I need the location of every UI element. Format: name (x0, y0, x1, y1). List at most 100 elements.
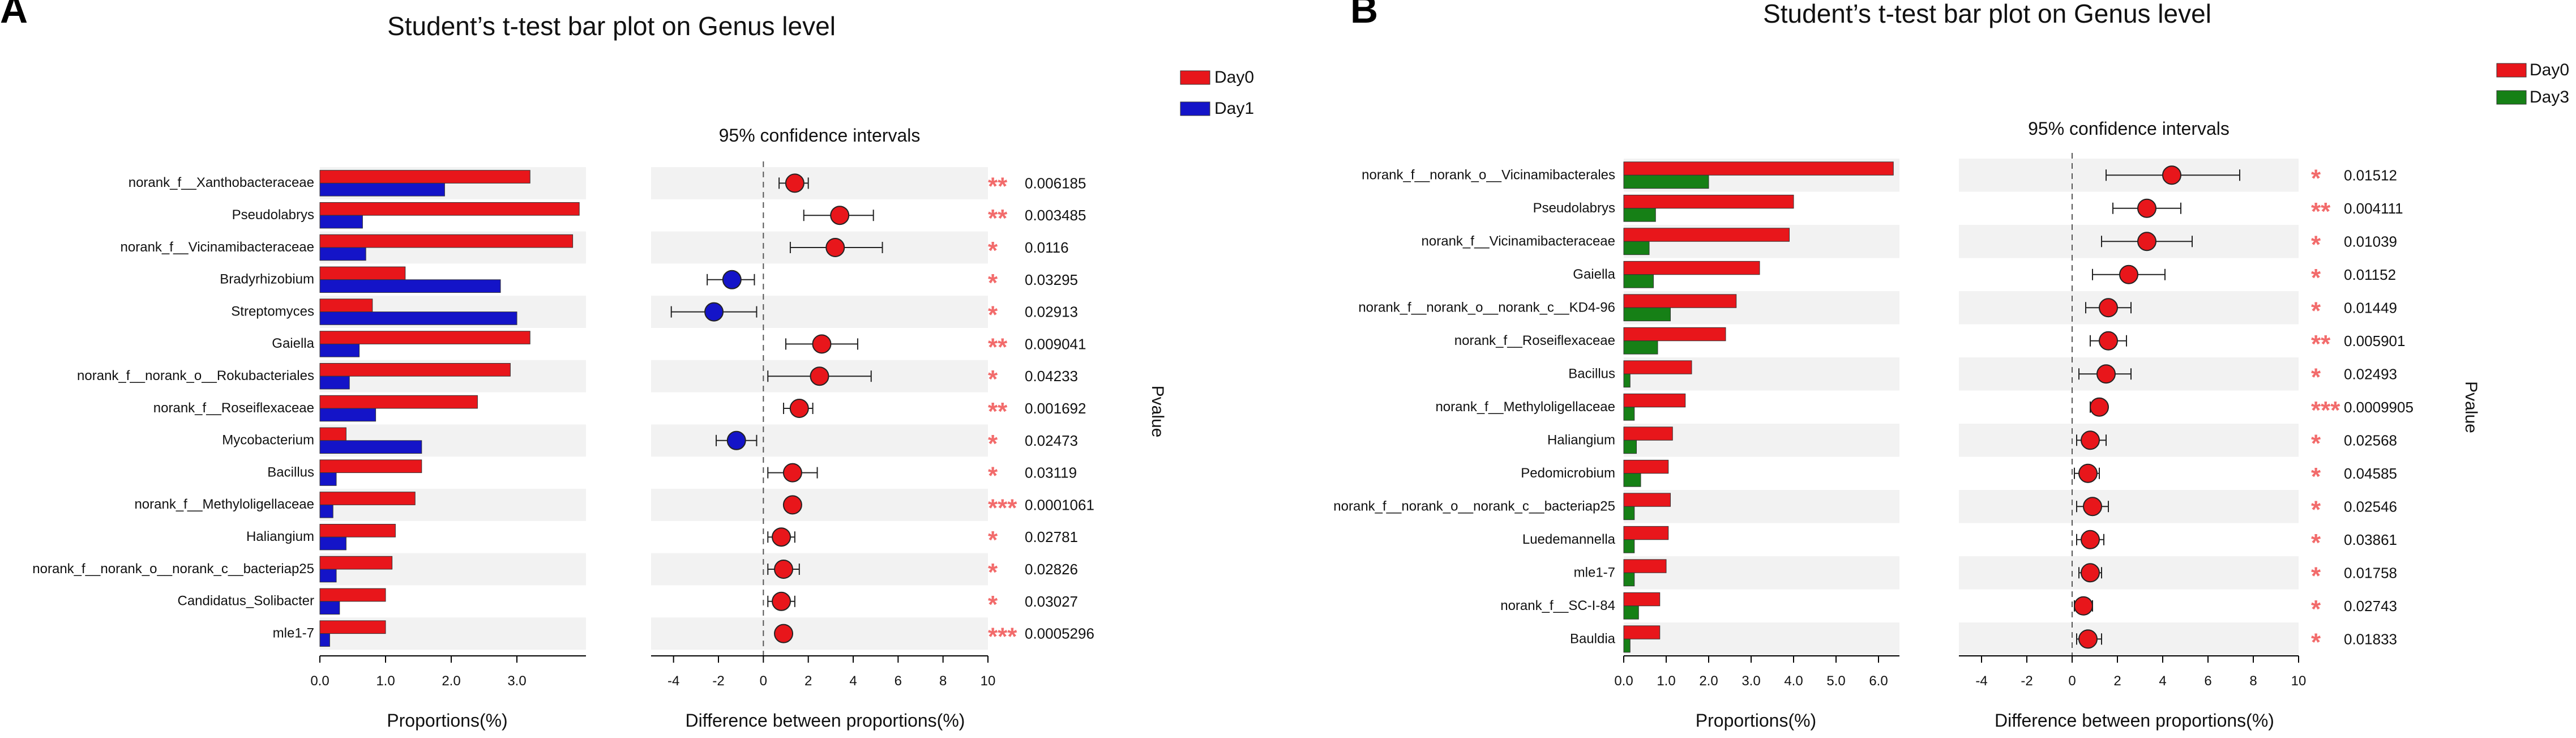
ci-point-8 (726, 430, 746, 450)
bar-day1-8 (319, 440, 422, 454)
pvalue-8: 0.02473 (1025, 432, 1078, 449)
bar-day1-6 (319, 376, 350, 390)
pvalue-5: 0.005901 (2344, 332, 2405, 349)
significance-stars-6: * (2311, 363, 2321, 391)
row-stripe (1959, 556, 2299, 590)
row-stripe (651, 167, 988, 199)
category-label: norank_f__norank_o__norank_c__bacteriap2… (1333, 498, 1615, 514)
difference-tick-label: 10 (2291, 673, 2307, 689)
bar-day1-4 (319, 312, 517, 325)
category-label: Haliangium (1547, 432, 1615, 447)
difference-tick-label: 0 (760, 673, 767, 689)
pvalue-9: 0.03119 (1025, 464, 1077, 481)
category-label: norank_f__Xanthobacteraceae (129, 175, 314, 190)
category-label: norank_f__Roseiflexaceae (1454, 333, 1615, 348)
bar-day3-7 (1623, 407, 1635, 421)
category-label: norank_f__norank_o__Vicinamibacterales (1362, 167, 1615, 182)
proportion-tick-label: 3.0 (1741, 673, 1760, 689)
bar-day0-13 (319, 588, 386, 602)
significance-stars-12: * (2311, 562, 2321, 590)
bar-day0-5 (1623, 327, 1726, 342)
bar-day1-14 (319, 633, 330, 647)
bar-day0-2 (319, 234, 574, 248)
difference-tick-label: 6 (2204, 673, 2211, 689)
ci-point-1 (830, 206, 850, 225)
ci-point-0 (2162, 165, 2181, 185)
bar-day1-2 (319, 247, 366, 261)
bar-day3-14 (1623, 638, 1631, 653)
difference-tick-label: 8 (2249, 673, 2257, 689)
category-label: Bradyrhizobium (220, 272, 314, 287)
bar-day0-0 (319, 170, 530, 184)
ci-point-4 (704, 302, 724, 322)
significance-stars-13: * (988, 591, 998, 618)
pvalue-2: 0.0116 (1025, 239, 1069, 256)
pvalue-7: 0.001692 (1025, 400, 1086, 417)
bar-day1-1 (319, 215, 363, 229)
pvalue-axis-label: Pvalue (2462, 381, 2480, 433)
pvalue-11: 0.02781 (1025, 528, 1078, 545)
ci-point-12 (774, 560, 794, 579)
panel-label: A (0, 0, 28, 31)
significance-stars-12: * (988, 558, 998, 586)
bar-day3-4 (1623, 307, 1671, 322)
ci-point-5 (2099, 331, 2118, 351)
pvalue-axis-label: Pvalue (1148, 386, 1167, 438)
category-label: Gaiella (272, 336, 314, 351)
row-stripe (651, 424, 988, 457)
row-stripe (651, 489, 988, 521)
ci-point-0 (785, 173, 805, 193)
difference-tick-label: 4 (2159, 673, 2166, 689)
significance-stars-14: * (2311, 628, 2321, 656)
category-label: Bacillus (1568, 366, 1615, 381)
ci-point-12 (2081, 563, 2100, 583)
bar-day0-8 (319, 427, 346, 441)
ci-point-5 (812, 334, 832, 354)
bar-day0-14 (1623, 625, 1661, 639)
bar-day0-6 (1623, 360, 1692, 374)
pvalue-2: 0.01039 (2344, 233, 2397, 250)
category-label: norank_f__norank_o__norank_c__bacteriap2… (32, 561, 314, 577)
panel-label: B (1350, 0, 1378, 31)
pvalue-6: 0.02493 (2344, 365, 2397, 382)
bar-day0-9 (1623, 459, 1669, 474)
bar-day1-11 (319, 536, 346, 551)
legend-swatch-day0 (1180, 70, 1210, 85)
ci-point-3 (722, 270, 742, 289)
ci-title: 95% confidence intervals (2028, 118, 2230, 139)
pvalue-8: 0.02568 (2344, 432, 2397, 449)
ci-point-1 (2137, 198, 2156, 218)
pvalue-13: 0.02743 (2344, 598, 2397, 615)
proportion-tick-label: 3.0 (507, 673, 526, 689)
bar-day0-12 (1623, 559, 1667, 573)
significance-stars-0: * (2311, 164, 2321, 192)
row-stripe (1959, 490, 2299, 523)
row-stripe (651, 553, 988, 586)
category-label: Pseudolabrys (232, 207, 314, 223)
category-label: Streptomyces (231, 304, 314, 319)
bar-day1-12 (319, 569, 337, 583)
row-stripe (1624, 622, 1899, 656)
bar-day3-8 (1623, 440, 1637, 454)
bar-day0-11 (319, 523, 396, 537)
ci-point-7 (2090, 397, 2109, 417)
pvalue-13: 0.03027 (1025, 593, 1078, 610)
bar-day3-11 (1623, 539, 1635, 553)
bar-day3-6 (1623, 373, 1631, 388)
category-label: Bacillus (267, 464, 314, 480)
bar-day0-0 (1623, 161, 1894, 176)
difference-tick-label: 6 (895, 673, 902, 689)
significance-stars-7: ** (988, 398, 1008, 425)
pvalue-5: 0.009041 (1025, 335, 1086, 352)
pvalue-3: 0.01152 (2344, 266, 2396, 283)
significance-stars-0: ** (988, 172, 1008, 200)
proportion-axis-label: Proportions(%) (1696, 710, 1816, 731)
bar-day0-3 (319, 266, 406, 280)
pvalue-14: 0.01833 (2344, 630, 2397, 647)
significance-stars-14: *** (988, 623, 1017, 651)
significance-stars-6: * (988, 365, 998, 393)
row-stripe (1624, 556, 1899, 590)
category-label: norank_f__Vicinamibacteraceae (121, 240, 314, 255)
legend-label-day0: Day0 (2530, 61, 2569, 79)
